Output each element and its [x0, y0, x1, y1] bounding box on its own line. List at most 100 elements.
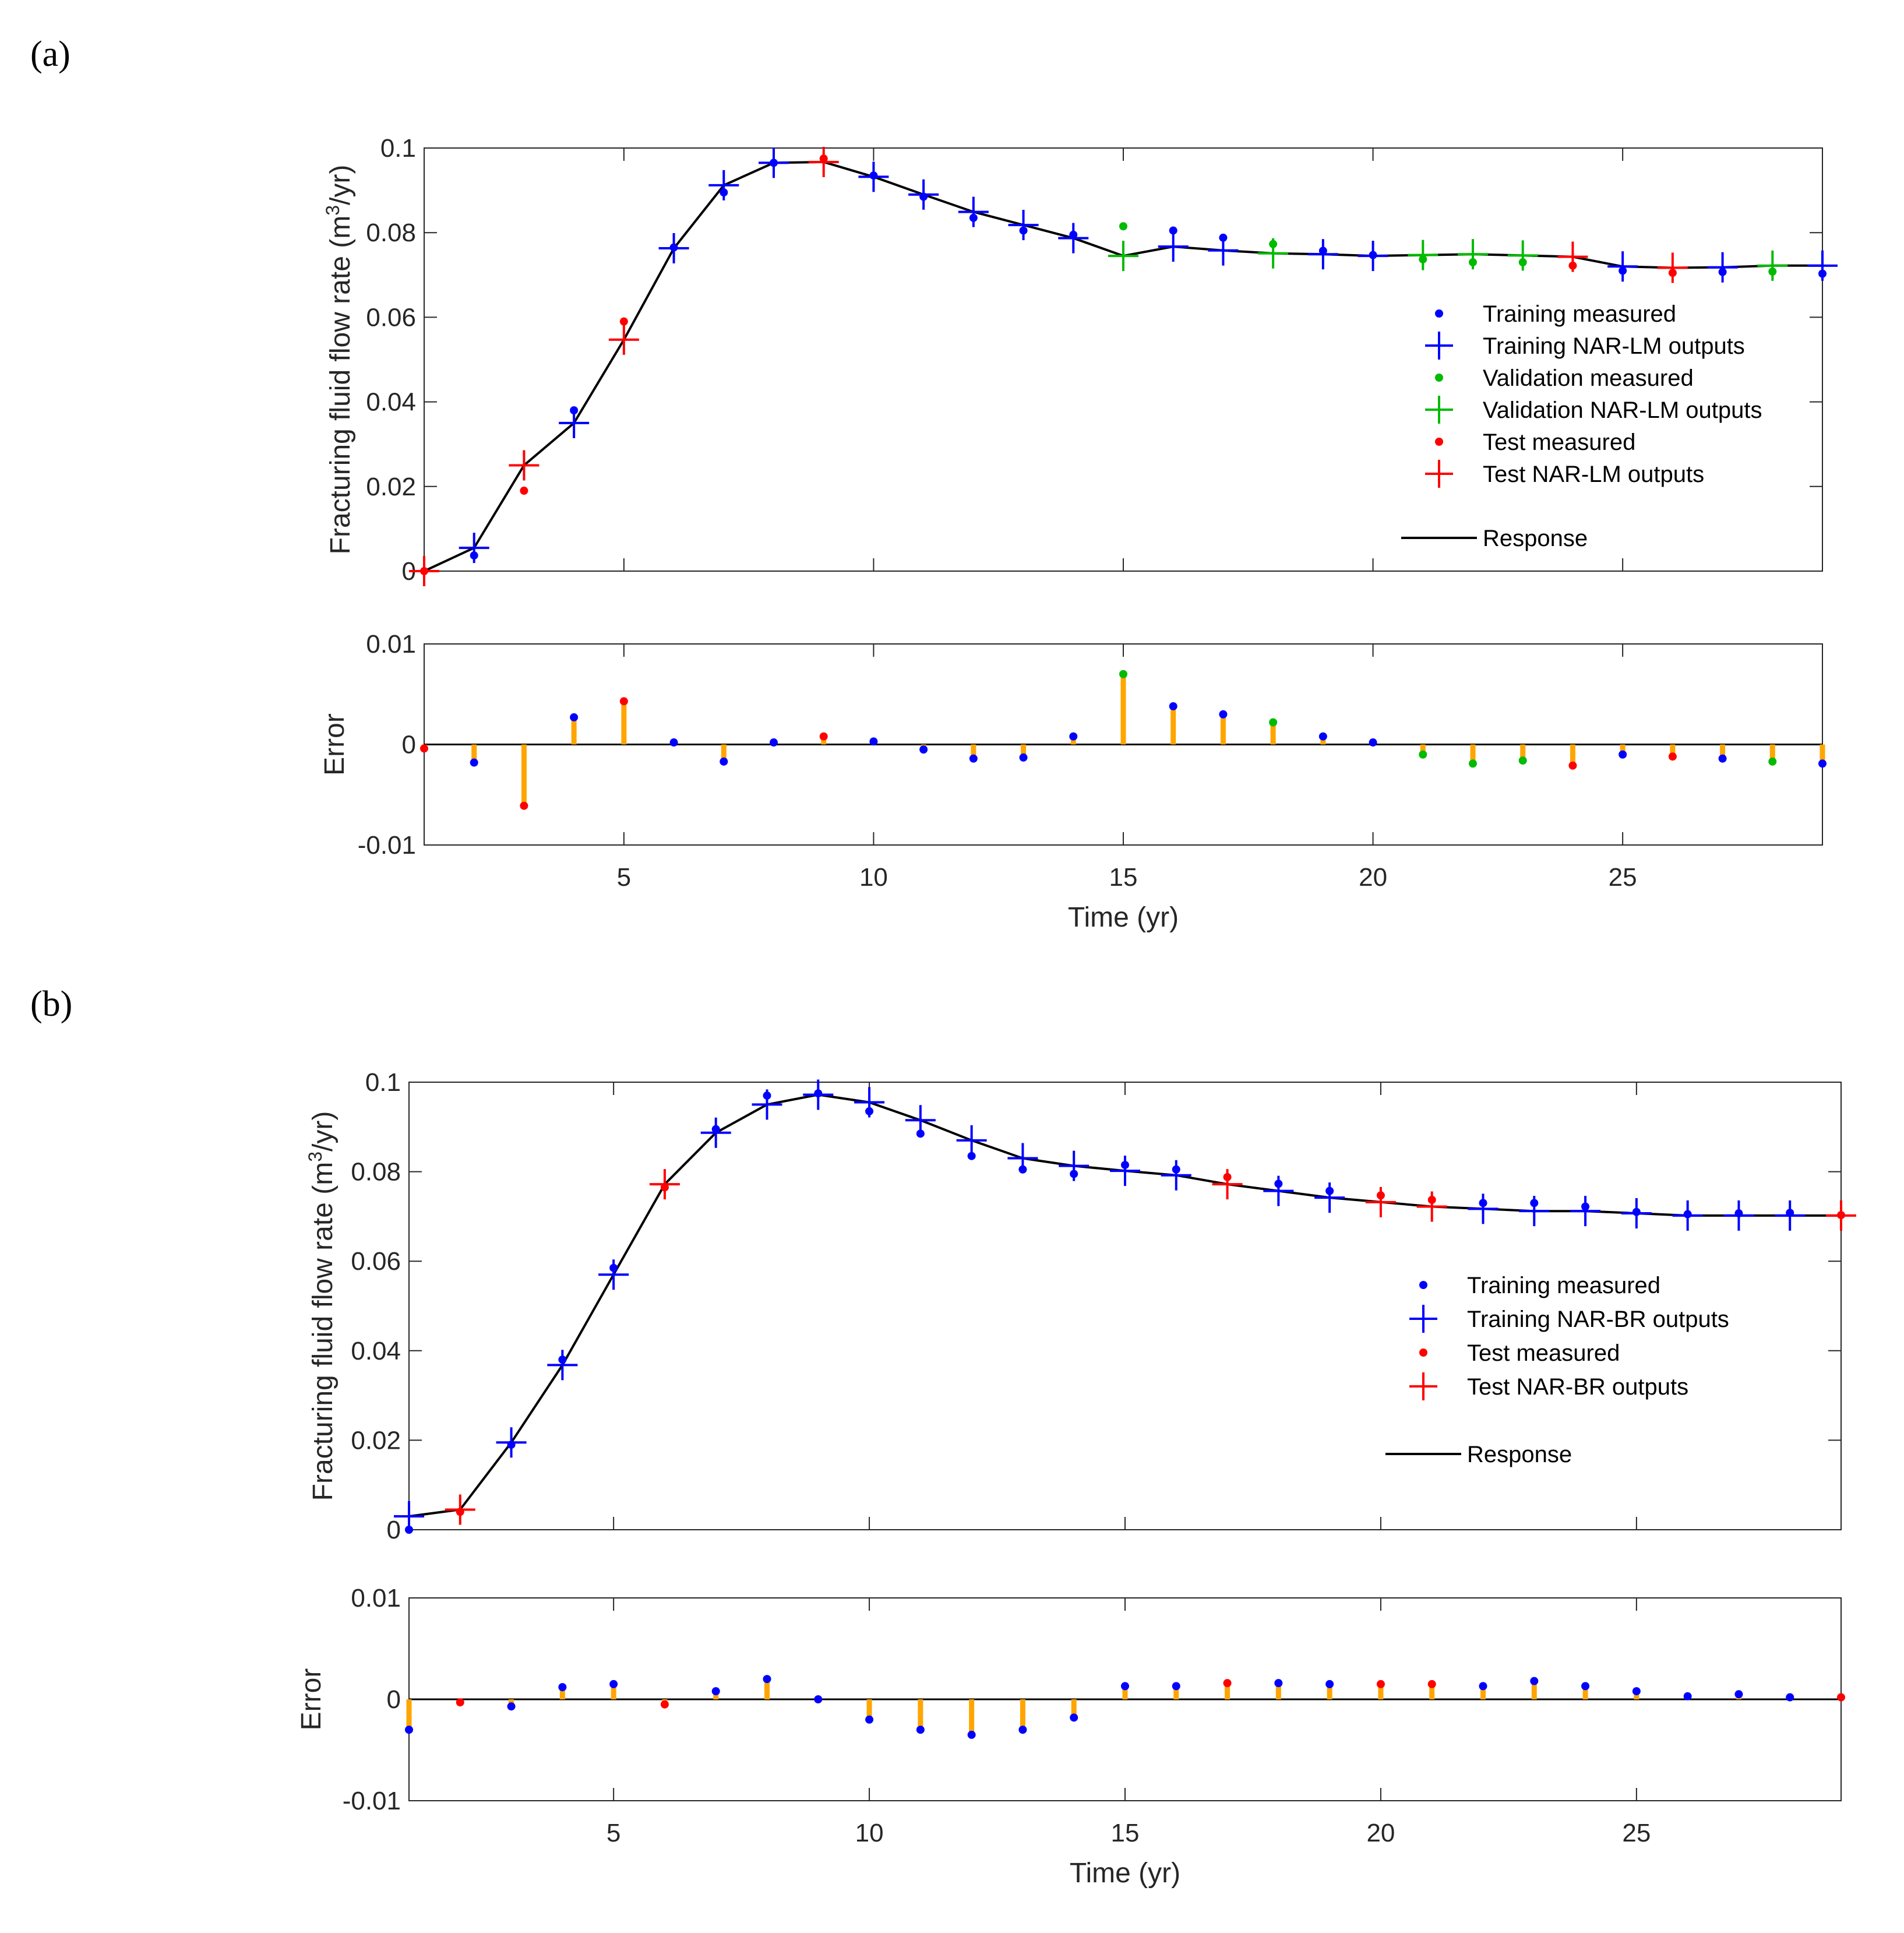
a-err-error-point	[819, 732, 828, 741]
a-top-legend-plus	[1425, 396, 1453, 424]
b-err-error-point	[1786, 1693, 1794, 1702]
a-top-output-marker	[1208, 235, 1239, 266]
a-err-error-point	[420, 744, 428, 753]
a-err-error-point	[1419, 750, 1427, 759]
b-err-error-point	[1427, 1680, 1436, 1688]
a-err-error-point	[1818, 759, 1827, 768]
b-top-legend	[1385, 1281, 1461, 1455]
b-err-ytick-label: 0.01	[351, 1584, 401, 1612]
b-top-output-marker	[854, 1087, 885, 1118]
a-top-legend-label: Training NAR-LM outputs	[1483, 333, 1745, 359]
b-top-output-marker	[649, 1169, 680, 1200]
a-err-error-point	[720, 757, 728, 766]
a-top-ytick-label: 0.04	[366, 388, 416, 417]
b-err-error-point	[456, 1698, 464, 1707]
a-top-output-marker	[1008, 210, 1039, 241]
b-err-error-point	[1632, 1687, 1641, 1696]
b-err-xtick-label: 25	[1622, 1819, 1651, 1847]
a-top-output-marker	[459, 533, 489, 564]
a-top-ytick-label: 0.1	[380, 134, 416, 163]
b-err-ytick-label: -0.01	[343, 1787, 401, 1815]
a-err-xtick-label: 10	[859, 863, 888, 892]
a-err-xtick-label: 25	[1609, 863, 1637, 892]
a-top-output-marker	[1557, 241, 1588, 272]
b-top-output-marker	[1775, 1200, 1806, 1231]
a-err-error-point	[770, 738, 778, 747]
b-top-legend-plus	[1409, 1372, 1437, 1400]
b-top-ytick-label: 0.1	[365, 1068, 401, 1097]
b-top-output-marker	[1007, 1143, 1038, 1174]
a-err-error-point	[520, 801, 528, 810]
b-err-xtick-label: 20	[1366, 1819, 1395, 1847]
b-err-xtick-label: 15	[1111, 1819, 1140, 1847]
b-err-error-point	[1479, 1682, 1487, 1691]
b-top-output-marker	[394, 1501, 424, 1531]
a-top-output-marker	[1358, 241, 1388, 272]
a-top-output-marker	[409, 556, 439, 586]
b-top-output-marker	[598, 1259, 629, 1290]
b-err-error-point	[1274, 1679, 1283, 1688]
a-top-measured-point	[619, 317, 628, 326]
b-top-output-marker	[496, 1427, 527, 1458]
a-top-output-marker	[808, 146, 839, 177]
a-err-error-point	[1718, 754, 1727, 763]
a-top-output-marker	[908, 179, 939, 210]
a-top-output-marker	[958, 196, 989, 227]
a-top-legend-dot	[1435, 374, 1443, 382]
b-err-error-point	[660, 1700, 669, 1709]
b-top-output-marker	[1570, 1196, 1601, 1227]
a-err-error-point	[1568, 761, 1577, 770]
a-err-error-point	[1668, 752, 1677, 761]
a-top-ylabel-text: Fracturing fluid flow rate (m	[325, 216, 356, 555]
b-top-legend-dot	[1419, 1348, 1427, 1357]
a-top-ytick-label: 0.06	[366, 303, 416, 332]
a-err-error-point	[969, 754, 978, 763]
b-top-output-marker	[1621, 1198, 1652, 1229]
a-top-legend	[1401, 309, 1477, 539]
b-top-output-marker	[1519, 1196, 1550, 1227]
b-err-xtick-label: 10	[855, 1819, 884, 1847]
a-top-legend-label: Training measured	[1483, 301, 1676, 327]
a-top-output-marker	[1408, 240, 1438, 270]
a-top-legend-label: Validation measured	[1483, 365, 1694, 391]
a-err-error-point	[570, 713, 579, 721]
b-top-legend-label: Training measured	[1467, 1273, 1660, 1298]
a-top-output-marker	[1657, 252, 1688, 283]
a-top-output-marker	[1158, 231, 1189, 262]
a-top-output-marker	[1058, 223, 1089, 253]
a-top-output-marker	[1707, 252, 1738, 283]
a-err-error-point	[1169, 702, 1177, 710]
panel-a-label: (a)	[30, 34, 70, 74]
a-top-measured-point	[520, 487, 528, 495]
a-top-output-marker	[608, 324, 639, 355]
a-top-ytick-label: 0.08	[366, 219, 416, 247]
b-top-output-marker	[1672, 1200, 1703, 1231]
b-top-output-marker	[1263, 1175, 1294, 1206]
a-top-output-marker	[1757, 250, 1788, 281]
b-err-error-point	[1837, 1693, 1845, 1702]
b-top-ytick-label: 0.02	[351, 1426, 401, 1455]
b-top-legend-plus	[1409, 1305, 1437, 1333]
a-err-error-point	[1768, 757, 1777, 766]
b-top-output-marker	[1416, 1191, 1447, 1222]
b-err-error-point	[1018, 1726, 1027, 1734]
b-err-xtick-label: 5	[607, 1819, 620, 1847]
b-err-ylabel: Error	[296, 1668, 327, 1731]
b-err-error-point	[1223, 1679, 1232, 1688]
a-top-legend-label: Test measured	[1483, 429, 1635, 455]
b-top-output-marker	[1365, 1186, 1396, 1217]
a-err-ytick-label: 0	[402, 731, 416, 759]
b-top-output-marker	[445, 1494, 475, 1525]
b-top-ytick-label: 0.06	[351, 1247, 401, 1276]
b-err-error-point	[763, 1675, 771, 1684]
a-top-legend-dot	[1435, 438, 1443, 446]
b-err-xlabel: Time (yr)	[1070, 1858, 1180, 1889]
a-top-ylabel-sup: 3	[322, 205, 343, 216]
b-err-error-point	[1734, 1690, 1743, 1699]
a-top-output-marker	[1307, 239, 1338, 270]
a-top-measured-point	[1169, 226, 1177, 235]
b-err-error-point	[507, 1702, 516, 1711]
b-err-error-point	[916, 1726, 925, 1734]
b-top-output-marker	[752, 1089, 782, 1120]
b-top-ytick-label: 0.08	[351, 1158, 401, 1186]
